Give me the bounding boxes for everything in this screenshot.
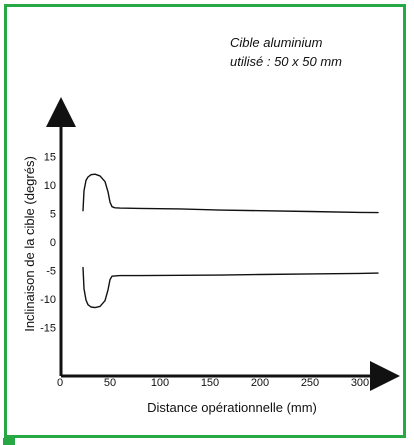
chart-frame xyxy=(4,4,406,438)
series-group xyxy=(82,173,379,309)
x-axis-label: Distance opérationnelle (mm) xyxy=(147,400,317,415)
annotation-line-2: utilisé : 50 x 50 mm xyxy=(230,54,342,69)
y-tick-label: -10 xyxy=(40,294,56,306)
y-tick-label: 10 xyxy=(44,180,56,192)
y-tick-label: 15 xyxy=(44,152,56,164)
x-tick-label: 200 xyxy=(251,377,269,389)
series-line-upper xyxy=(82,173,379,214)
x-tick-label: 100 xyxy=(151,377,169,389)
y-tick-label: -15 xyxy=(40,323,56,335)
x-tick-label: 300 xyxy=(351,377,369,389)
y-tick-labels: -15 -10 -5 0 5 10 15 xyxy=(40,152,56,335)
y-tick-label: 5 xyxy=(50,209,56,221)
annotation-line-1: Cible aluminium xyxy=(230,35,323,50)
x-tick-labels: 0 50 100 150 200 250 300 xyxy=(57,377,369,389)
x-tick-label: 0 xyxy=(57,377,63,389)
frame-tab-decoration xyxy=(3,438,15,445)
y-tick-label: 0 xyxy=(50,237,56,249)
y-tick-label: -5 xyxy=(46,266,56,278)
series-line-lower xyxy=(82,266,379,309)
x-tick-label: 50 xyxy=(104,377,116,389)
x-tick-label: 150 xyxy=(201,377,219,389)
y-axis-label: Inclinaison de la cible (degrés) xyxy=(22,156,37,332)
x-tick-label: 250 xyxy=(301,377,319,389)
